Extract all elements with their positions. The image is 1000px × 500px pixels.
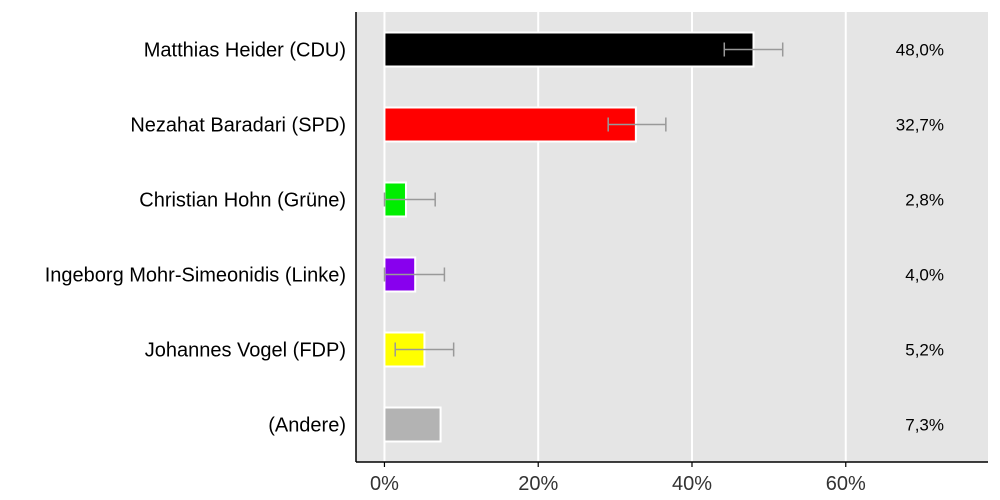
error-bar — [383, 192, 436, 207]
plot-background — [356, 12, 988, 462]
category-label: Matthias Heider (CDU) — [144, 40, 346, 62]
error-bar — [723, 42, 784, 57]
bar — [383, 31, 755, 68]
category-label: (Andere) — [268, 415, 346, 437]
x-tick-label: 40% — [672, 473, 712, 495]
x-tick-label: 60% — [826, 473, 866, 495]
value-label: 48,0% — [896, 41, 944, 60]
category-label: Ingeborg Mohr-Simeonidis (Linke) — [45, 265, 346, 287]
category-label: Johannes Vogel (FDP) — [145, 340, 346, 362]
x-tick-label: 0% — [370, 473, 399, 495]
x-axis-ticks: 0% 20% 40% 60% — [370, 462, 866, 495]
category-labels: Matthias Heider (CDU) Nezahat Baradari (S… — [45, 40, 346, 437]
category-label: Nezahat Baradari (SPD) — [130, 115, 346, 137]
value-label: 2,8% — [905, 191, 944, 210]
error-bar — [607, 117, 667, 132]
bar — [383, 406, 442, 443]
x-tick-label: 20% — [518, 473, 558, 495]
error-bars — [383, 42, 784, 357]
value-labels: 48,0% 32,7% 2,8% 4,0% 5,2% 7,3% — [896, 41, 944, 435]
value-label: 32,7% — [896, 116, 944, 135]
bars — [383, 31, 755, 443]
error-bar — [383, 267, 446, 282]
gridlines — [383, 12, 847, 462]
bar — [383, 106, 637, 143]
value-label: 5,2% — [905, 341, 944, 360]
value-label: 7,3% — [905, 416, 944, 435]
error-bar — [394, 342, 455, 357]
value-label: 4,0% — [905, 266, 944, 285]
category-label: Christian Hohn (Grüne) — [139, 190, 346, 212]
